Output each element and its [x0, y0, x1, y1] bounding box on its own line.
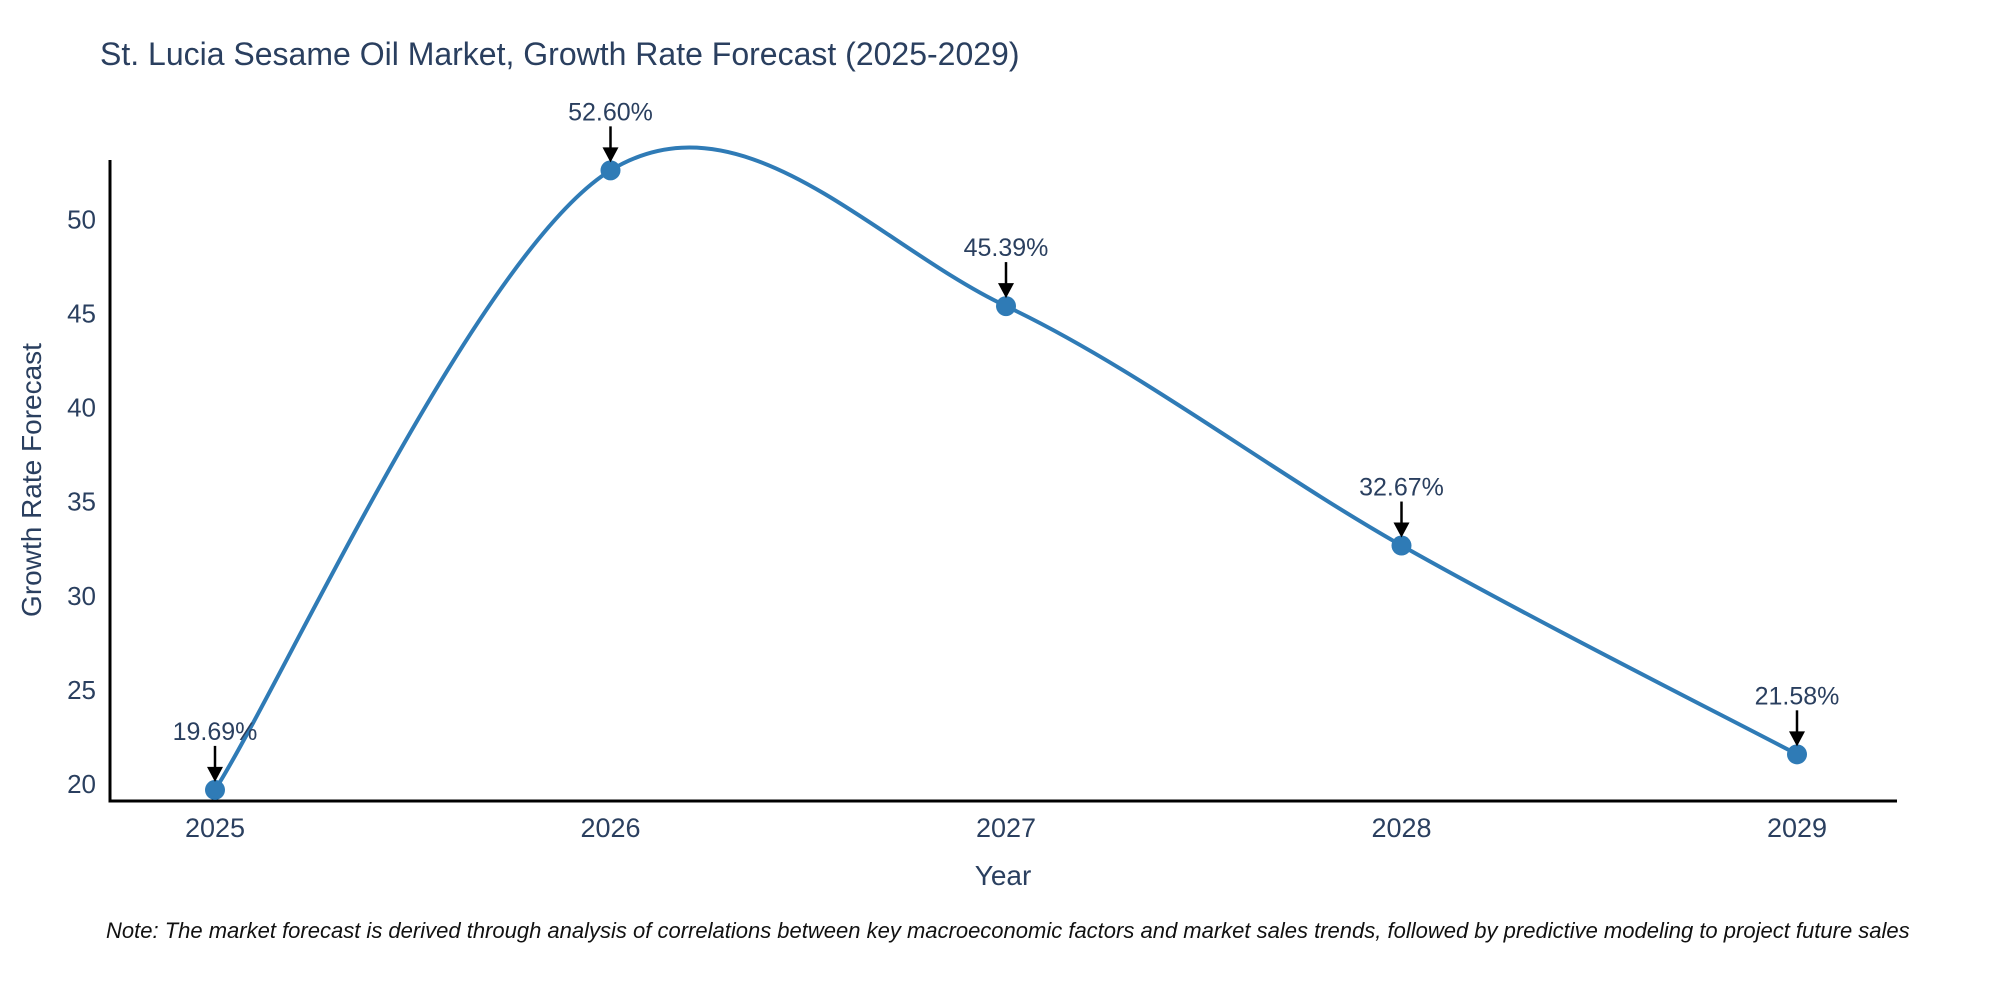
x-tick-label: 2026	[580, 813, 640, 843]
x-tick-label: 2027	[976, 813, 1036, 843]
annotation-label: 19.69%	[173, 718, 258, 746]
y-tick-label: 30	[67, 581, 96, 611]
data-point-marker	[1391, 535, 1412, 556]
annotation-label: 32.67%	[1359, 474, 1444, 502]
annotation-arrowhead	[1789, 731, 1805, 747]
data-point-marker	[1787, 744, 1807, 765]
y-tick-label: 25	[67, 675, 96, 705]
chart-title: St. Lucia Sesame Oil Market, Growth Rate…	[100, 36, 1020, 72]
y-tick-label: 20	[67, 769, 96, 799]
annotation-arrowhead	[998, 283, 1014, 299]
annotation-arrowhead	[1393, 522, 1410, 538]
annotation-arrowhead	[602, 147, 619, 163]
footnote: Note: The market forecast is derived thr…	[106, 918, 1910, 943]
annotation-label: 52.60%	[568, 98, 653, 126]
y-tick-label: 40	[67, 393, 96, 423]
data-point-marker	[600, 160, 621, 181]
x-tick-label: 2025	[185, 813, 245, 843]
annotation-label: 45.39%	[964, 234, 1049, 262]
y-tick-label: 45	[67, 298, 96, 328]
data-point-marker	[205, 779, 225, 800]
forecast-line	[213, 145, 1798, 791]
y-tick-label: 35	[67, 487, 96, 517]
annotation-arrowhead	[207, 766, 223, 782]
y-tick-label: 50	[67, 204, 96, 234]
x-tick-label: 2029	[1767, 813, 1827, 843]
x-tick-label: 2028	[1371, 813, 1431, 843]
annotation-label: 21.58%	[1755, 682, 1840, 710]
data-point-marker	[996, 296, 1016, 317]
x-axis-title: Year	[974, 860, 1032, 891]
